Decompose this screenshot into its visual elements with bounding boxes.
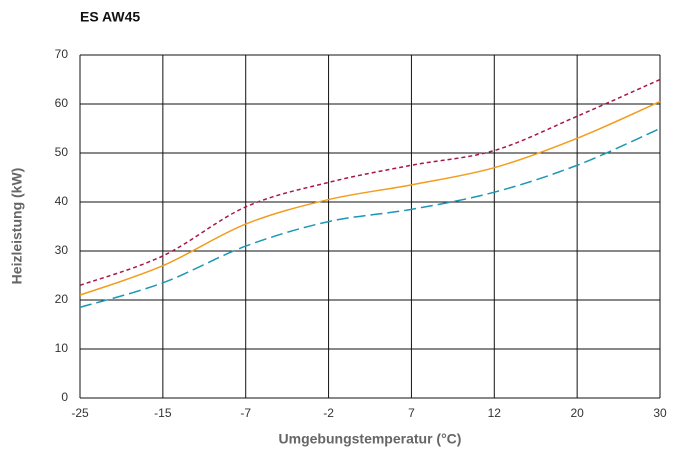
x-tick-label: 30 <box>653 406 667 420</box>
chart-title: ES AW45 <box>80 9 140 25</box>
x-tick-label: 7 <box>408 406 415 420</box>
line-series <box>79 100 661 296</box>
y-tick-label: 10 <box>55 341 69 355</box>
x-tick-label: -25 <box>71 406 89 420</box>
line-series <box>79 127 661 309</box>
x-tick-label: -2 <box>323 406 334 420</box>
line-series <box>79 78 661 287</box>
y-tick-label: 20 <box>55 292 69 306</box>
x-tick-label: 12 <box>488 406 502 420</box>
y-tick-label: 60 <box>55 96 69 110</box>
y-tick-label: 40 <box>55 194 69 208</box>
y-tick-label: 50 <box>55 145 69 159</box>
x-axis-label: Umgebungstemperatur (°C) <box>279 431 462 447</box>
y-tick-label: 0 <box>61 390 68 404</box>
y-axis-label: Heizleistung (kW) <box>9 168 25 285</box>
x-tick-label: -7 <box>240 406 251 420</box>
y-tick-label: 70 <box>55 47 69 61</box>
y-tick-label: 30 <box>55 243 69 257</box>
x-tick-label: 20 <box>570 406 584 420</box>
x-tick-label: -15 <box>154 406 172 420</box>
